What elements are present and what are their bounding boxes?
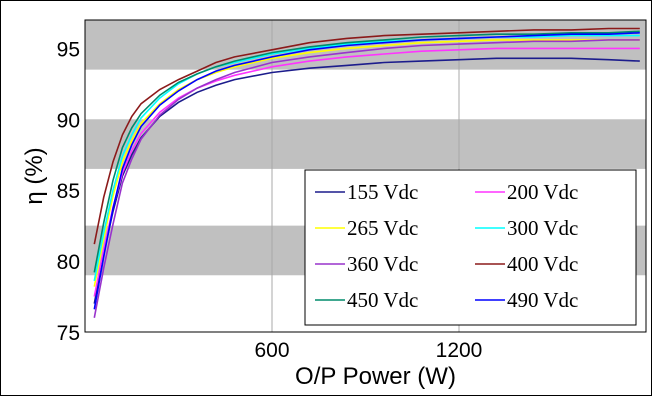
y-tick-label: 75 [57,322,80,345]
series-line [93,39,640,287]
y-axis-label: η (%) [21,147,48,204]
y-tick-label: 90 [57,109,80,132]
x-tick-label: 1200 [436,339,483,362]
legend-label: 400 Vdc [507,252,578,276]
legend: 155 Vdc 200 Vdc 265 Vdc 300 Vdc 360 Vdc 400 V… [304,169,637,326]
series-line [93,30,640,273]
legend-label: 300 Vdc [507,216,578,240]
series-line [93,32,640,310]
series-layer [93,27,640,318]
series-line [93,39,640,318]
y-tick-label: 85 [57,180,80,203]
y-tick-label: 95 [57,38,80,61]
series-line [93,57,640,304]
legend-label: 450 Vdc [347,288,418,312]
legend-label: 490 Vdc [507,288,578,312]
legend-label: 265 Vdc [347,216,418,240]
legend-label: 155 Vdc [347,180,418,204]
legend-label: 360 Vdc [347,252,418,276]
plot-border [84,19,647,333]
legend-box [304,169,637,326]
shaded-band [85,119,646,169]
series-line [93,47,640,297]
legend-label: 200 Vdc [507,180,578,204]
y-tick-label: 80 [57,251,80,274]
x-tick-label: 600 [254,339,289,362]
tick-labels: 75 80 85 90 95 600 1200 [57,38,483,362]
x-axis-label: O/P Power (W) [295,363,456,390]
series-line [93,27,640,245]
